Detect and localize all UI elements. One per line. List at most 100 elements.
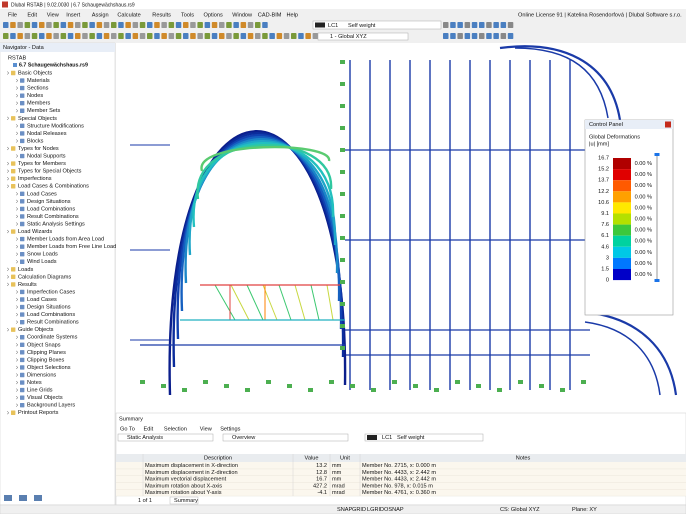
status-toggle[interactable]: GRID — [352, 507, 366, 513]
tree-item[interactable]: Nodal Supports — [27, 154, 66, 160]
toolbar-button[interactable] — [457, 33, 463, 39]
tree-item[interactable]: Types for Special Objects — [18, 169, 82, 175]
menu-item[interactable]: Tools — [181, 12, 194, 18]
toolbar-button[interactable] — [226, 33, 232, 39]
toolbar-button[interactable] — [247, 22, 254, 28]
toolbar-button[interactable] — [147, 33, 153, 39]
toolbar-button[interactable] — [507, 22, 514, 28]
view-dropdown[interactable] — [222, 433, 349, 442]
toolbar-button[interactable] — [89, 22, 95, 28]
menu-item[interactable]: File — [8, 12, 17, 18]
toolbar-button[interactable] — [103, 22, 110, 28]
toolbar-button[interactable] — [125, 33, 131, 39]
tree-item[interactable]: Basic Objects — [18, 70, 52, 76]
toolbar-button[interactable] — [67, 33, 74, 39]
tree-item[interactable]: Imperfection Cases — [27, 289, 75, 295]
tree-item[interactable]: Members — [27, 101, 51, 107]
toolbar-button[interactable] — [262, 33, 268, 39]
menu-item[interactable]: Assign — [92, 12, 109, 18]
menu-item[interactable]: CAD-BIM — [258, 12, 282, 18]
toolbar-button[interactable] — [67, 22, 74, 28]
toolbar-button[interactable] — [183, 33, 189, 39]
toolbar-button[interactable] — [118, 22, 124, 28]
toolbar-button[interactable] — [283, 33, 290, 39]
toolbar-button[interactable] — [233, 22, 239, 28]
toolbar-button[interactable] — [276, 33, 283, 39]
toolbar-button[interactable] — [103, 33, 110, 39]
toolbar-button[interactable] — [493, 33, 499, 39]
slider-handle[interactable] — [654, 279, 660, 282]
toolbar-button[interactable] — [96, 33, 103, 39]
menu-item[interactable]: Options — [204, 12, 223, 18]
toolbar-button[interactable] — [255, 33, 261, 39]
tree-item[interactable]: Types for Nodes — [18, 146, 59, 152]
toolbar-button[interactable] — [500, 33, 507, 39]
tree-item[interactable]: Member Loads from Area Load — [27, 237, 104, 243]
summary-menu-item[interactable]: Settings — [220, 426, 240, 432]
toolbar-button[interactable] — [17, 22, 23, 28]
analysis-dropdown[interactable] — [117, 433, 214, 442]
toolbar-button[interactable] — [89, 33, 95, 39]
toolbar-button[interactable] — [17, 33, 23, 39]
summary-menu-item[interactable]: Edit — [144, 426, 154, 432]
toolbar-button[interactable] — [464, 22, 471, 28]
toolbar-button[interactable] — [240, 33, 247, 39]
tree-item[interactable]: Nodes — [27, 93, 43, 99]
toolbar-button[interactable] — [111, 22, 117, 28]
menu-item[interactable]: Insert — [66, 12, 80, 18]
toolbar-button[interactable] — [479, 33, 485, 39]
tree-item[interactable]: Design Situations — [27, 305, 71, 311]
tree-item[interactable]: Loads — [18, 267, 33, 273]
toolbar-button[interactable] — [139, 22, 146, 28]
tree-item[interactable]: Notes — [27, 380, 42, 386]
toolbar-button[interactable] — [24, 22, 31, 28]
toolbar-button[interactable] — [291, 33, 297, 39]
toolbar-button[interactable] — [471, 33, 478, 39]
tree-item[interactable]: Static Analysis Settings — [27, 221, 85, 227]
toolbar-button[interactable] — [486, 33, 492, 39]
toolbar-button[interactable] — [75, 22, 81, 28]
tree-item[interactable]: Load Wizards — [18, 229, 52, 235]
tree-item[interactable]: Coordinate Systems — [27, 335, 78, 341]
toolbar-button[interactable] — [10, 33, 16, 39]
toolbar-button[interactable] — [269, 33, 275, 39]
toolbar-button[interactable] — [161, 33, 167, 39]
toolbar-button[interactable] — [226, 22, 232, 28]
toolbar-button[interactable] — [204, 22, 211, 28]
tree-item[interactable]: Clipping Planes — [27, 350, 66, 356]
toolbar-button[interactable] — [312, 33, 319, 39]
nav-tab[interactable] — [34, 495, 42, 501]
toolbar-button[interactable] — [443, 22, 449, 28]
tree-item[interactable]: Results — [18, 282, 37, 288]
tree-item[interactable]: Snow Loads — [27, 252, 58, 258]
toolbar-button[interactable] — [125, 22, 131, 28]
toolbar-button[interactable] — [161, 22, 167, 28]
tree-item[interactable]: Member Sets — [27, 108, 60, 114]
toolbar-button[interactable] — [82, 33, 88, 39]
status-toggle[interactable]: SNAP — [337, 507, 353, 513]
summary-menu-item[interactable]: Selection — [164, 426, 187, 432]
toolbar-button[interactable] — [132, 33, 139, 39]
toolbar-button[interactable] — [53, 33, 59, 39]
tree-item[interactable]: Result Combinations — [27, 320, 79, 326]
toolbar-button[interactable] — [204, 33, 211, 39]
toolbar-button[interactable] — [493, 22, 499, 28]
summary-menu-item[interactable]: View — [200, 426, 213, 432]
toolbar-button[interactable] — [24, 33, 31, 39]
toolbar-button[interactable] — [168, 22, 175, 28]
close-button[interactable] — [665, 121, 671, 128]
toolbar-button[interactable] — [211, 33, 218, 39]
tree-item[interactable]: Types for Members — [18, 161, 66, 167]
toolbar-button[interactable] — [219, 33, 225, 39]
toolbar-button[interactable] — [450, 33, 456, 39]
tree-item[interactable]: Dimensions — [27, 372, 56, 378]
toolbar-button[interactable] — [464, 33, 471, 39]
toolbar-button[interactable] — [46, 33, 52, 39]
tree-item[interactable]: Object Snaps — [27, 342, 61, 348]
toolbar-button[interactable] — [39, 22, 45, 28]
nav-tab[interactable] — [4, 495, 12, 501]
tree-item[interactable]: Printout Reports — [18, 410, 59, 416]
nav-tab[interactable] — [19, 495, 27, 501]
toolbar-button[interactable] — [10, 22, 16, 28]
tree-item[interactable]: Design Situations — [27, 199, 71, 205]
